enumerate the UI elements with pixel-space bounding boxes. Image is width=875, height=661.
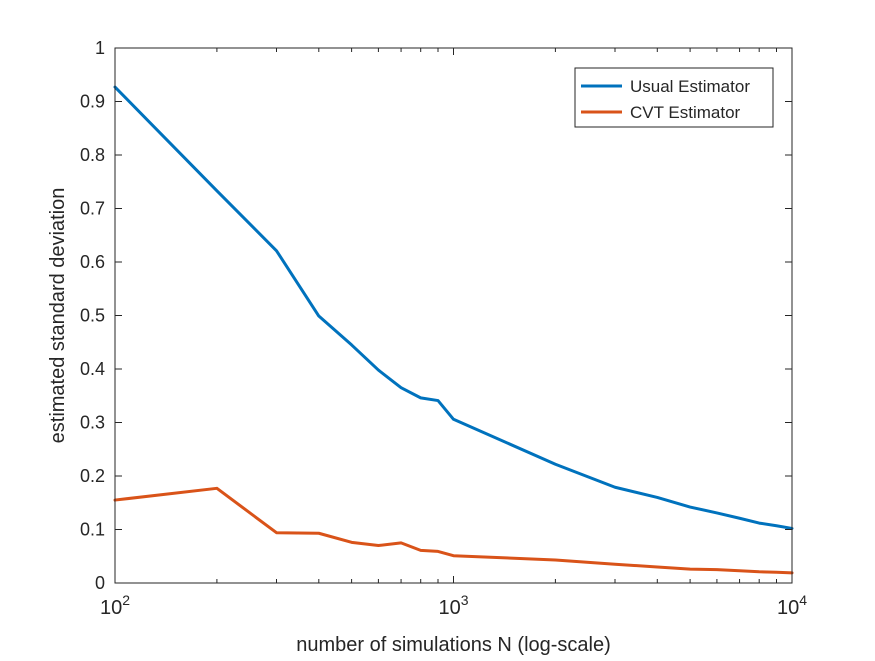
series-line-1 (113, 486, 794, 575)
y-tick-label: 0.4 (80, 359, 105, 379)
legend-label-0: Usual Estimator (630, 77, 750, 96)
x-tick-label: 104 (777, 592, 807, 619)
y-tick-label: 0.1 (80, 520, 105, 540)
x-axis-label: number of simulations N (log-scale) (296, 634, 611, 656)
y-tick-label: 1 (95, 38, 105, 58)
series-layer (113, 85, 794, 575)
y-tick-label: 0.2 (80, 466, 105, 486)
plot-area (115, 48, 792, 583)
y-tick-label: 0.7 (80, 199, 105, 219)
y-tick-label: 0 (95, 573, 105, 593)
y-axis-label: estimated standard deviation (47, 188, 69, 444)
y-tick-label: 0.3 (80, 413, 105, 433)
y-tick-label: 0.8 (80, 145, 105, 165)
legend: Usual Estimator CVT Estimator (574, 67, 774, 128)
axes-layer: 0 0.1 0.2 0.3 0.4 0.5 0.6 0.7 0.8 0.9 1 102 103 104 (80, 38, 807, 619)
legend-box (574, 67, 774, 128)
legend-label-1: CVT Estimator (630, 103, 741, 122)
x-tick-label: 103 (438, 592, 468, 619)
series-line-0 (113, 85, 794, 530)
y-tick-label: 0.5 (80, 306, 105, 326)
x-tick-label: 102 (100, 592, 130, 619)
y-tick-label: 0.6 (80, 252, 105, 272)
y-tick-label: 0.9 (80, 92, 105, 112)
